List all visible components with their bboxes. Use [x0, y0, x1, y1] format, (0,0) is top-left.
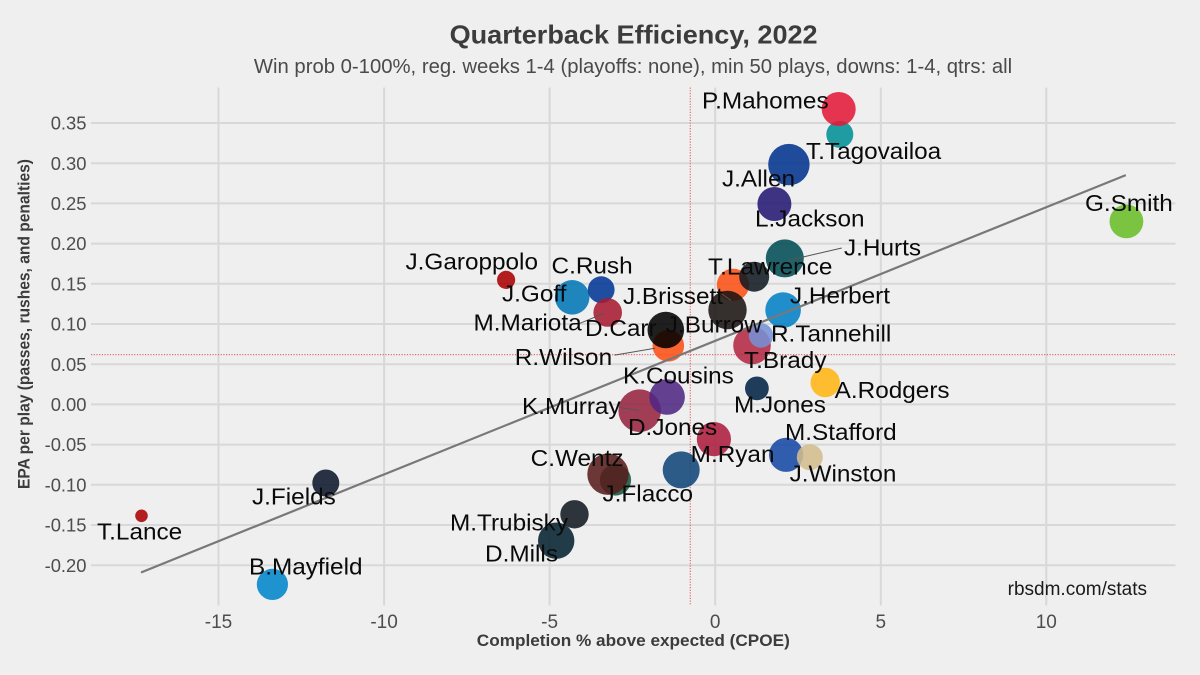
- svg-text:Completion % above expected (C: Completion % above expected (CPOE): [477, 631, 790, 650]
- svg-text:EPA per play (passes, rushes,: EPA per play (passes, rushes, and penalt…: [15, 159, 34, 489]
- svg-text:A.Rodgers: A.Rodgers: [835, 377, 950, 403]
- svg-text:J.Brissett: J.Brissett: [623, 283, 724, 309]
- svg-text:-0.20: -0.20: [45, 555, 87, 576]
- svg-text:0.10: 0.10: [51, 314, 87, 335]
- svg-text:0.20: 0.20: [51, 233, 87, 254]
- svg-text:T.Lawrence: T.Lawrence: [708, 254, 832, 280]
- svg-text:-15: -15: [205, 612, 232, 633]
- svg-text:J.Garoppolo: J.Garoppolo: [406, 249, 539, 275]
- svg-text:J.Hurts: J.Hurts: [844, 235, 921, 261]
- svg-text:-5: -5: [541, 612, 558, 633]
- svg-text:B.Mayfield: B.Mayfield: [249, 554, 363, 580]
- svg-text:D.Mills: D.Mills: [485, 541, 558, 567]
- svg-text:J.Burrow: J.Burrow: [666, 312, 763, 338]
- svg-text:G.Smith: G.Smith: [1085, 190, 1173, 216]
- svg-text:0: 0: [710, 612, 721, 633]
- svg-text:0.30: 0.30: [51, 153, 87, 174]
- svg-text:T.Brady: T.Brady: [744, 347, 827, 373]
- svg-text:0.25: 0.25: [51, 193, 87, 214]
- svg-text:D.Carr: D.Carr: [585, 315, 657, 341]
- svg-text:M.Trubisky: M.Trubisky: [450, 510, 569, 536]
- svg-text:0.05: 0.05: [51, 354, 87, 375]
- svg-text:J.Flacco: J.Flacco: [603, 481, 694, 507]
- svg-text:R.Tannehill: R.Tannehill: [771, 321, 891, 347]
- svg-text:K.Murray: K.Murray: [522, 393, 621, 419]
- svg-text:C.Wentz: C.Wentz: [531, 445, 624, 471]
- svg-text:5: 5: [876, 612, 887, 633]
- svg-text:0.35: 0.35: [51, 113, 87, 134]
- svg-text:P.Mahomes: P.Mahomes: [702, 88, 829, 114]
- svg-text:C.Rush: C.Rush: [552, 253, 633, 279]
- svg-text:J.Goff: J.Goff: [502, 281, 567, 307]
- svg-text:J.Winston: J.Winston: [790, 461, 897, 487]
- svg-text:rbsdm.com/stats: rbsdm.com/stats: [1008, 579, 1147, 600]
- svg-text:L.Jackson: L.Jackson: [755, 206, 865, 232]
- svg-text:M.Jones: M.Jones: [734, 392, 826, 418]
- svg-text:-0.10: -0.10: [45, 474, 87, 495]
- svg-text:0.15: 0.15: [51, 273, 87, 294]
- svg-text:J.Allen: J.Allen: [722, 166, 795, 192]
- svg-text:R.Wilson: R.Wilson: [515, 344, 612, 370]
- svg-text:10: 10: [1036, 612, 1057, 633]
- svg-text:-0.05: -0.05: [45, 434, 87, 455]
- svg-text:-0.15: -0.15: [45, 515, 87, 536]
- svg-text:-10: -10: [370, 612, 397, 633]
- svg-text:M.Stafford: M.Stafford: [785, 419, 897, 445]
- svg-text:M.Ryan: M.Ryan: [691, 441, 775, 467]
- svg-text:J.Fields: J.Fields: [252, 484, 336, 510]
- svg-text:Quarterback Efficiency, 2022: Quarterback Efficiency, 2022: [450, 19, 818, 49]
- svg-text:J.Herbert: J.Herbert: [790, 283, 891, 309]
- svg-text:D.Jones: D.Jones: [628, 414, 717, 440]
- svg-text:T.Tagovailoa: T.Tagovailoa: [806, 138, 942, 164]
- svg-text:0.00: 0.00: [51, 394, 87, 415]
- svg-text:M.Mariota: M.Mariota: [474, 310, 583, 336]
- svg-text:Win prob 0-100%, reg. weeks 1-: Win prob 0-100%, reg. weeks 1-4 (playoff…: [254, 56, 1012, 78]
- svg-text:K.Cousins: K.Cousins: [623, 363, 734, 389]
- svg-text:T.Lance: T.Lance: [97, 519, 182, 545]
